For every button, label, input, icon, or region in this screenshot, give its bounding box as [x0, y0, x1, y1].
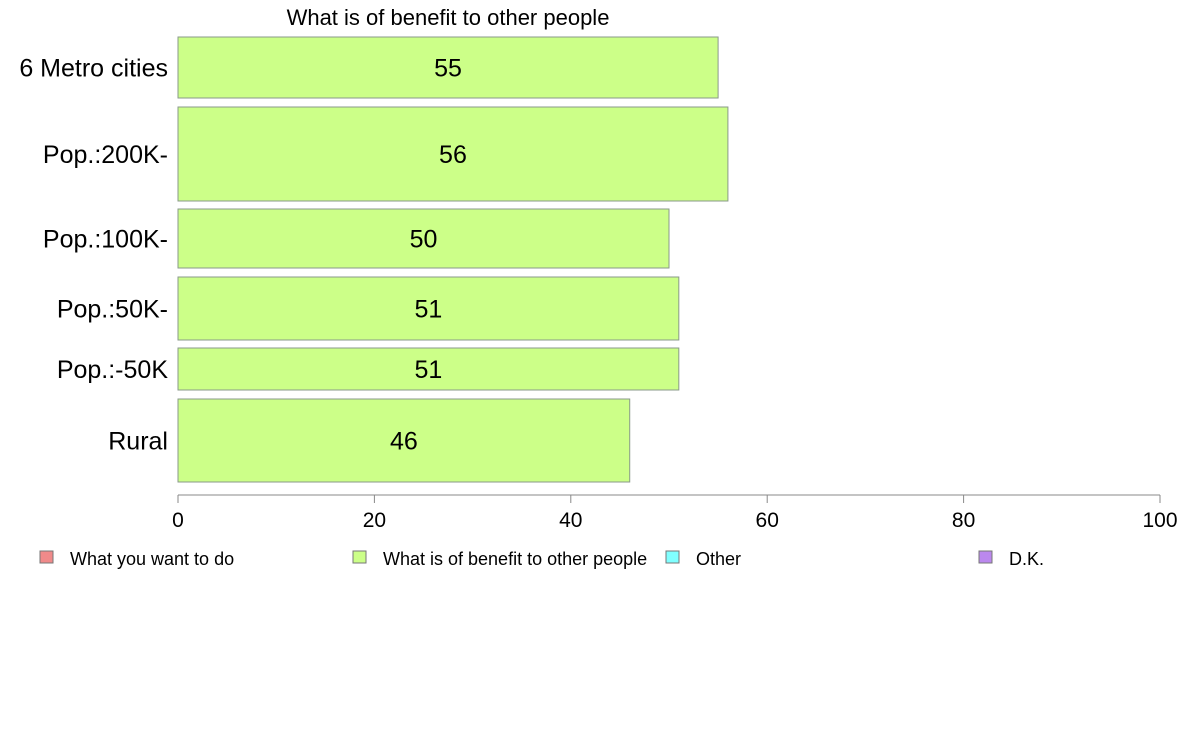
chart-title: What is of benefit to other people	[287, 5, 610, 30]
bar	[177, 36, 719, 99]
x-tick-label: 100	[1142, 509, 1177, 532]
data-label: 50	[410, 226, 438, 254]
legend-swatch	[39, 550, 54, 564]
legend-swatch	[665, 550, 680, 564]
data-label: 46	[390, 428, 418, 456]
bar	[177, 106, 729, 202]
legend-swatch	[978, 550, 993, 564]
legend-label: D.K.	[1009, 549, 1044, 569]
legend: What you want to do What is of benefit to…	[39, 549, 1044, 569]
x-tick-label: 80	[952, 509, 975, 532]
x-tick-label: 60	[756, 509, 779, 532]
data-label: 56	[439, 141, 467, 169]
category-labels: 6 Metro cities Pop.:200K- Pop.:100K- Pop.:5…	[19, 55, 168, 456]
x-axis: 0 20 40 60 80 100	[172, 494, 1178, 532]
x-tick-label: 20	[363, 509, 386, 532]
legend-swatch	[352, 550, 367, 564]
category-label: Pop.:50K-	[57, 296, 168, 324]
data-label: 55	[434, 55, 462, 83]
category-label: Pop.:200K-	[43, 141, 168, 169]
category-label: 6 Metro cities	[19, 55, 168, 83]
legend-label: What you want to do	[70, 549, 234, 569]
legend-label: Other	[696, 549, 741, 569]
legend-label: What is of benefit to other people	[383, 549, 647, 569]
data-label: 51	[415, 356, 443, 384]
data-labels: 55 56 50 51 51 46	[390, 55, 467, 456]
category-label: Rural	[108, 428, 168, 456]
category-label: Pop.:-50K	[57, 356, 169, 384]
bar	[177, 208, 670, 269]
bar	[177, 398, 631, 483]
bar	[177, 347, 680, 391]
bars-layer	[177, 36, 729, 483]
x-tick-label: 40	[559, 509, 582, 532]
bar	[177, 276, 680, 341]
category-label: Pop.:100K-	[43, 226, 168, 254]
data-label: 51	[415, 296, 443, 324]
x-tick-label: 0	[172, 509, 184, 532]
